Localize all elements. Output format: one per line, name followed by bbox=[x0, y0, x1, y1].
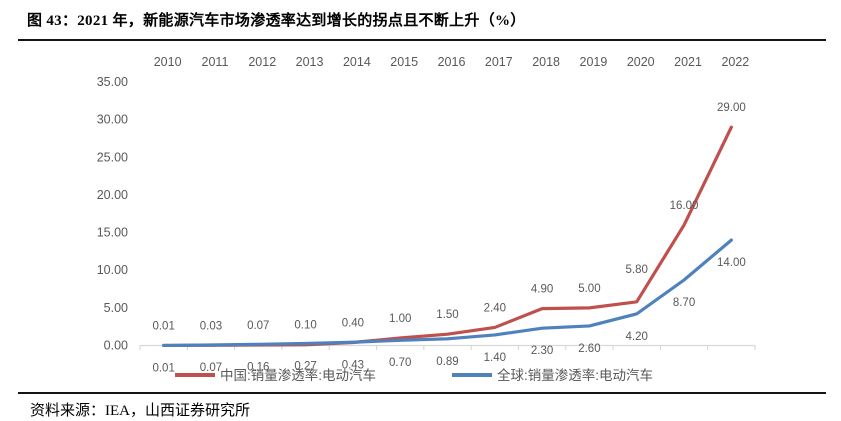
figure-title: 图 43：2021 年，新能源汽车市场渗透率达到增长的拐点且不断上升（%） bbox=[27, 13, 526, 29]
data-label: 29.00 bbox=[717, 102, 746, 114]
y-axis-label: 15.00 bbox=[97, 226, 128, 240]
data-label: 0.01 bbox=[152, 362, 174, 374]
y-axis-label: 30.00 bbox=[97, 113, 128, 127]
data-label: 0.07 bbox=[200, 362, 222, 374]
x-axis-label: 2020 bbox=[627, 55, 655, 69]
x-axis-label: 2022 bbox=[721, 55, 749, 69]
y-axis-label: 5.00 bbox=[104, 301, 128, 315]
data-label: 8.70 bbox=[673, 297, 695, 309]
data-label: 14.00 bbox=[717, 257, 746, 269]
y-axis-label: 25.00 bbox=[97, 150, 128, 164]
data-label: 2.30 bbox=[531, 345, 553, 357]
data-label: 4.20 bbox=[626, 331, 648, 343]
y-axis-label: 10.00 bbox=[97, 263, 128, 277]
y-axis-label: 35.00 bbox=[97, 75, 128, 89]
data-label: 0.10 bbox=[294, 320, 316, 332]
data-label: 5.00 bbox=[578, 283, 600, 295]
data-label: 0.03 bbox=[200, 320, 222, 332]
series-line-global bbox=[162, 238, 733, 348]
data-label: 0.89 bbox=[436, 356, 458, 368]
data-label: 0.43 bbox=[342, 359, 364, 371]
x-axis-label: 2014 bbox=[343, 55, 371, 69]
figure-source: 资料来源：IEA，山西证券研究所 bbox=[30, 403, 250, 419]
data-label: 0.27 bbox=[294, 360, 316, 372]
data-label: 0.07 bbox=[247, 320, 269, 332]
data-label: 0.70 bbox=[389, 357, 411, 369]
data-label: 2.40 bbox=[484, 302, 506, 314]
data-label: 1.40 bbox=[484, 352, 506, 364]
x-axis-label: 2013 bbox=[296, 55, 324, 69]
x-axis-label: 2018 bbox=[532, 55, 560, 69]
legend-label: 中国:销量渗透率:电动汽车 bbox=[220, 367, 376, 383]
x-axis-label: 2011 bbox=[202, 55, 229, 69]
bottom-rule bbox=[18, 392, 826, 394]
data-label: 1.50 bbox=[436, 309, 458, 321]
top-rule bbox=[18, 39, 826, 41]
y-axis-label: 20.00 bbox=[97, 188, 128, 202]
x-axis-label: 2010 bbox=[154, 55, 182, 69]
data-label: 1.00 bbox=[389, 313, 411, 325]
y-axis-label: 0.00 bbox=[104, 339, 128, 353]
x-axis-label: 2012 bbox=[248, 55, 276, 69]
x-axis-label: 2019 bbox=[580, 55, 608, 69]
data-label: 4.90 bbox=[531, 284, 553, 296]
data-label: 0.01 bbox=[152, 320, 174, 332]
data-label: 16.00 bbox=[670, 200, 699, 212]
x-axis-label: 2015 bbox=[390, 55, 418, 69]
x-axis-label: 2016 bbox=[438, 55, 466, 69]
data-label: 0.16 bbox=[247, 361, 269, 373]
data-label: 2.60 bbox=[578, 343, 600, 355]
x-axis-label: 2021 bbox=[674, 55, 702, 69]
x-axis-label: 2017 bbox=[485, 55, 513, 69]
data-label: 0.40 bbox=[342, 317, 364, 329]
data-label: 5.80 bbox=[626, 264, 648, 276]
legend-label: 全球:销量渗透率:电动汽车 bbox=[497, 367, 653, 383]
